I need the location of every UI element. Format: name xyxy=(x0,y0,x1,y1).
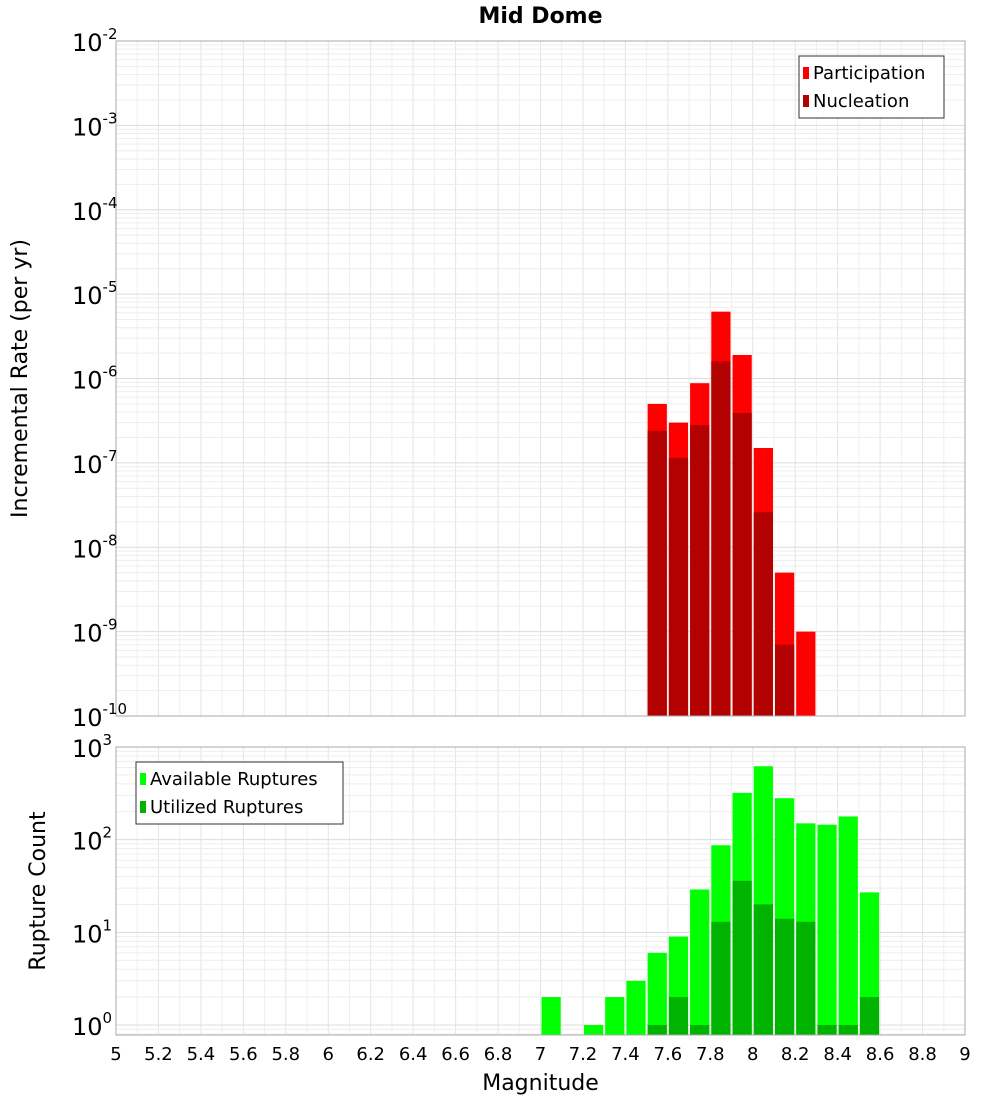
count-legend-swatch xyxy=(140,773,146,785)
rate-series-nucleation xyxy=(647,361,795,716)
count-x-tick-label: 5 xyxy=(110,1044,121,1065)
count-y-axis-label: Rupture Count xyxy=(26,811,51,971)
count-x-tick-label: 8.4 xyxy=(823,1044,852,1065)
count-x-tick-label: 8 xyxy=(747,1044,758,1065)
count-x-tick-label: 8.8 xyxy=(908,1044,937,1065)
count-bar xyxy=(774,918,795,1035)
count-bar xyxy=(605,997,625,1035)
count-x-tick-label: 6.4 xyxy=(399,1044,428,1065)
count-x-tick-label: 7.6 xyxy=(654,1044,683,1065)
rate-chart-title: Mid Dome xyxy=(478,4,602,29)
rate-bar xyxy=(711,361,731,716)
rate-bar xyxy=(668,457,689,716)
count-bar xyxy=(647,1025,667,1035)
rate-legend-swatch xyxy=(803,95,809,107)
count-y-tick-label: 101 xyxy=(72,916,112,948)
rate-y-tick-label: 10-8 xyxy=(72,531,118,563)
rate-bar xyxy=(796,631,816,716)
count-plot-frame xyxy=(115,746,966,1036)
rate-bar xyxy=(753,512,773,716)
count-x-tick-label: 7.8 xyxy=(696,1044,725,1065)
rate-bar xyxy=(647,430,667,716)
rate-y-tick-label: 10-3 xyxy=(72,109,118,141)
rate-y-tick-label: 10-6 xyxy=(72,363,118,395)
rate-bar xyxy=(732,413,752,716)
rate-plot-frame xyxy=(115,40,966,717)
rate-y-tick-label: 10-9 xyxy=(72,616,118,648)
rate-legend-swatch xyxy=(803,67,809,79)
count-bar xyxy=(838,1025,858,1035)
count-series-utilized-ruptures xyxy=(647,880,880,1035)
count-bar xyxy=(753,904,773,1035)
rate-legend: Participation Nucleation xyxy=(798,55,945,119)
rate-legend-label: Nucleation xyxy=(813,91,909,112)
count-legend-box xyxy=(135,761,344,825)
count-x-tick-label: 7.4 xyxy=(611,1044,640,1065)
count-x-tick-label: 6 xyxy=(323,1044,334,1065)
rate-bar xyxy=(774,644,795,716)
rate-y-axis-label: Incremental Rate (per yr) xyxy=(8,239,33,518)
count-y-tick-label: 103 xyxy=(72,731,112,763)
rate-y-tick-label: 10-10 xyxy=(72,700,127,732)
count-bar xyxy=(690,1025,710,1035)
rate-legend-label: Participation xyxy=(813,63,925,84)
count-series-available-ruptures xyxy=(541,766,880,1035)
rate-y-tick-label: 10-7 xyxy=(72,447,118,479)
count-x-tick-label: 5.2 xyxy=(144,1044,173,1065)
rate-y-tick-label: 10-2 xyxy=(72,25,118,57)
count-bar xyxy=(711,921,731,1035)
count-legend-label: Available Ruptures xyxy=(150,769,318,790)
count-bar xyxy=(583,1025,604,1035)
count-bar xyxy=(796,921,816,1035)
count-x-tick-label: 6.6 xyxy=(441,1044,470,1065)
count-bar xyxy=(838,816,858,1035)
rate-y-tick-label: 10-5 xyxy=(72,278,118,310)
count-x-tick-label: 7 xyxy=(535,1044,546,1065)
count-x-tick-label: 8.2 xyxy=(781,1044,810,1065)
count-bar xyxy=(732,880,752,1035)
rate-gridlines xyxy=(115,40,966,717)
count-y-tick-label: 100 xyxy=(72,1009,112,1041)
count-bar xyxy=(668,997,689,1035)
count-bar xyxy=(626,980,646,1035)
count-bar xyxy=(690,889,710,1035)
count-y-tick-label: 102 xyxy=(72,824,112,856)
rate-bar xyxy=(690,425,710,716)
count-bar xyxy=(817,824,837,1035)
count-bar xyxy=(541,997,561,1035)
count-x-tick-label: 9 xyxy=(959,1044,970,1065)
count-bar xyxy=(817,1025,837,1035)
count-legend: Available Ruptures Utilized Ruptures xyxy=(135,761,344,825)
count-bar xyxy=(647,952,667,1035)
rate-legend-box xyxy=(798,55,945,119)
count-x-tick-label: 6.2 xyxy=(356,1044,385,1065)
count-x-tick-label: 8.6 xyxy=(866,1044,895,1065)
count-x-axis-label: Magnitude xyxy=(482,1071,599,1096)
count-x-tick-label: 5.8 xyxy=(271,1044,300,1065)
count-legend-swatch xyxy=(140,801,146,813)
count-legend-label: Utilized Ruptures xyxy=(150,797,303,818)
rate-y-tick-label: 10-4 xyxy=(72,194,118,226)
count-x-tick-label: 5.6 xyxy=(229,1044,258,1065)
count-x-tick-label: 7.2 xyxy=(569,1044,598,1065)
count-x-tick-label: 5.4 xyxy=(187,1044,216,1065)
count-x-tick-label: 6.8 xyxy=(484,1044,513,1065)
count-bar xyxy=(859,997,880,1035)
